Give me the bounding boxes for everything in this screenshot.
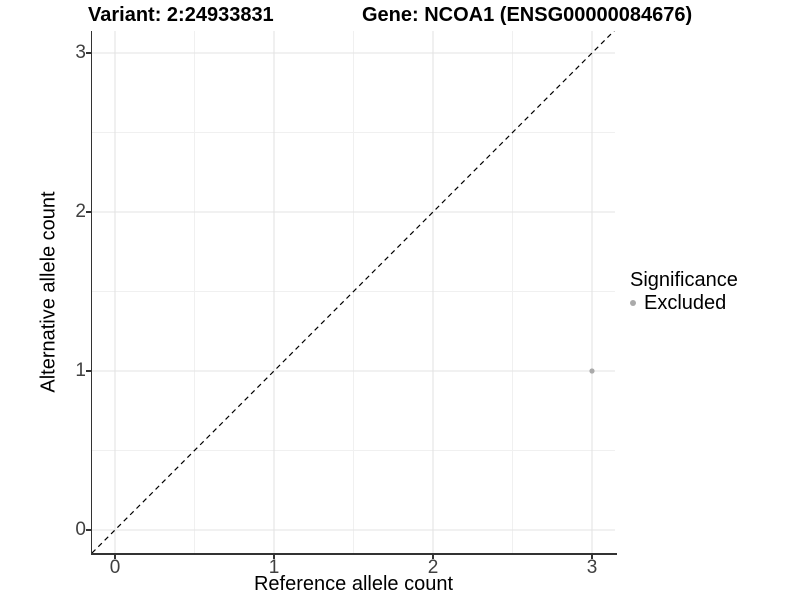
legend-entry-label: Excluded <box>644 291 727 314</box>
plot-title-variant: Variant: 2:24933831 <box>88 4 274 26</box>
data-point <box>589 368 595 374</box>
legend-title: Significance <box>630 269 738 291</box>
x-axis-title: Reference allele count <box>253 573 453 595</box>
x-tick-mark <box>432 554 434 559</box>
identity-line <box>91 29 616 554</box>
x-tick-label: 2 <box>427 557 439 578</box>
x-tick-mark <box>114 554 116 559</box>
x-tick-label: 0 <box>109 557 121 578</box>
y-tick-label: 3 <box>75 42 86 63</box>
x-tick-label: 1 <box>268 557 280 578</box>
y-tick-mark <box>86 211 91 213</box>
legend-key-point-icon <box>630 300 636 306</box>
x-tick-label: 3 <box>586 557 598 578</box>
y-tick-mark <box>86 370 91 372</box>
y-tick-label: 0 <box>75 519 86 540</box>
y-tick-mark <box>86 529 91 531</box>
y-axis-line <box>90 31 92 555</box>
y-tick-label: 1 <box>75 360 86 381</box>
plot-title-gene: Gene: NCOA1 (ENSG00000084676) <box>362 4 693 26</box>
plot-panel <box>91 29 616 554</box>
y-tick-label: 2 <box>75 201 86 222</box>
y-tick-mark <box>86 52 91 54</box>
x-tick-mark <box>273 554 275 559</box>
x-axis-line <box>90 553 617 555</box>
x-tick-mark <box>591 554 593 559</box>
legend-entry-excluded: Excluded <box>630 292 738 314</box>
plot-panel-canvas <box>91 29 616 554</box>
legend: Significance Excluded <box>630 269 738 314</box>
